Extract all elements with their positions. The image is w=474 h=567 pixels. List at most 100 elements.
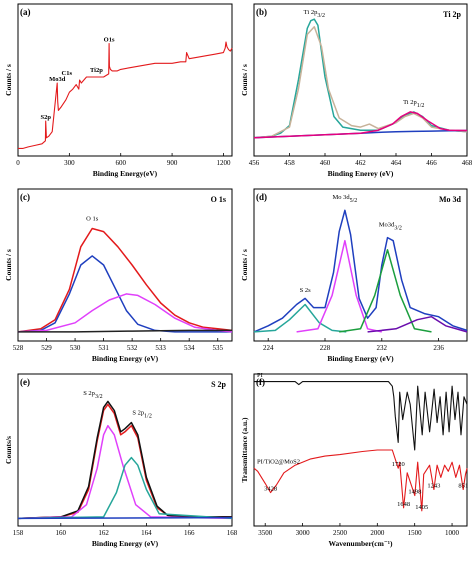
x-axis-label: Binding Energy(eV) [93,169,158,178]
x-tick-label: 532 [127,344,138,352]
x-tick-label: 464 [391,159,402,167]
plot-frame [17,373,233,527]
panel-f: 3500 3000 2500 2000 1500 1000 (f) Wavenumber(cm… [240,372,468,548]
series-line-a-0 [18,41,233,149]
x-tick-label: 236 [433,344,444,352]
annotation-label: Ti 2p1/2 [403,99,424,109]
annotation-label: O1s [104,37,115,44]
x-tick-label: 1200 [216,159,231,167]
panel-title: O 1s [211,195,226,204]
x-tick-label: 534 [184,344,195,352]
panel-title: S 2p [211,380,226,389]
series-line-b-0 [253,18,468,139]
x-tick-label: 533 [155,344,166,352]
x-tick-label: 529 [41,344,52,352]
annotation-label: Ti2p [90,67,103,74]
x-tick-label: 466 [426,159,437,167]
x-axis-label: Binding Energy (eV) [92,354,159,363]
series-name: PI/TiO2@MoS2 [257,459,300,466]
panel-b: 456 458 460 462 464 466 468 (b) Ti 2p Binding Ene… [240,3,473,178]
panel-d: 224 228 232 236 (d) Mo 3d Binding Energy (eV) C… [240,188,468,363]
x-tick-label: 0 [16,159,20,167]
annotation-label: O 1s [86,215,99,222]
series-line-b-1 [253,26,468,139]
panel-c: 528 529 530 531 532 533 534 535 (c) O 1s Binding E… [4,188,233,363]
series-line-e-2 [17,424,233,520]
annotation-label: S 2p1/2 [132,410,151,420]
x-tick-label: 462 [355,159,366,167]
panel-label: (f) [256,377,265,387]
annotation-label: 1243 [427,483,440,490]
annotation-label: 851 [458,483,468,490]
series-line-f-0 [254,381,468,451]
series-name: PI [257,372,263,379]
annotation-label: S 2p3/2 [83,390,102,400]
plot-frame [253,373,468,527]
series-line-c-2 [17,293,233,333]
x-tick-label: 232 [377,344,388,352]
annotation-label: 1498 [408,489,421,496]
series-line-e-0 [17,403,232,520]
x-tick-label: 164 [141,529,152,537]
series-line-d-0 [253,209,468,333]
x-tick-label: 530 [70,344,81,352]
y-axis-label: Counts/s [4,436,13,464]
series-line-d-2 [296,239,382,333]
panel-title: Ti 2p [443,10,461,19]
series-line-e-1 [17,400,232,520]
series-line-c-3 [18,329,232,333]
y-axis-label: Counts / s [240,249,249,281]
plot-frame [17,188,233,342]
annotation-label: S2p [40,114,51,121]
x-tick-label: 168 [227,529,238,537]
x-axis-label: Binding Energy (eV) [327,354,394,363]
annotation-label: Ti 2p3/2 [304,9,325,19]
x-tick-label: 2500 [333,529,348,537]
series-line-d-1 [253,303,347,333]
x-tick-label: 3500 [258,529,273,537]
x-tick-label: 900 [167,159,178,167]
x-tick-label: 528 [13,344,24,352]
annotation-label: Mo3d3/2 [379,222,402,232]
x-tick-label: 600 [115,159,126,167]
x-tick-label: 300 [64,159,75,167]
panel-label: (a) [20,7,31,17]
series-line-c-0 [17,227,233,333]
annotation-label: C1s [62,70,73,77]
series-line-e-3 [17,456,233,520]
annotation-label: 3428 [264,486,277,493]
x-tick-label: 228 [320,344,331,352]
x-tick-label: 158 [13,529,24,537]
x-tick-label: 458 [284,159,295,167]
x-tick-label: 456 [249,159,260,167]
panel-e: 158 160 162 164 166 168 (e) S 2p Binding Energy … [4,373,238,548]
series-line-d-3 [339,249,432,333]
x-axis-label: Binding Energy (eV) [92,539,159,548]
panel-label: (e) [20,377,30,387]
annotation-label: Mo3d [49,76,66,83]
series-line-d-4 [367,315,468,333]
annotation-label: 1405 [415,504,428,511]
series-line-e-4 [17,516,233,520]
y-axis-label: Transmittance (a.u.) [240,417,249,483]
y-axis-label: Counts / s [4,249,13,281]
plot-frame [253,188,468,342]
panel-title: Mo 3d [439,195,462,204]
y-axis-label: Counts / s [4,64,13,96]
x-tick-label: 166 [184,529,195,537]
panel-label: (b) [256,7,267,17]
panel-label: (d) [256,192,267,202]
x-axis-label: Wavenumber(cm⁻¹) [328,539,393,548]
y-axis-label: Counts / s [240,64,249,96]
x-tick-label: 531 [98,344,109,352]
x-tick-label: 1000 [445,529,460,537]
x-tick-label: 3000 [296,529,311,537]
x-tick-label: 160 [56,529,67,537]
series-line-f-1 [253,449,468,512]
annotation-label: Mo 3d5/2 [332,194,357,204]
x-tick-label: 468 [462,159,473,167]
x-tick-label: 1500 [408,529,423,537]
x-tick-label: 162 [98,529,109,537]
series-line-b-3 [253,111,468,139]
